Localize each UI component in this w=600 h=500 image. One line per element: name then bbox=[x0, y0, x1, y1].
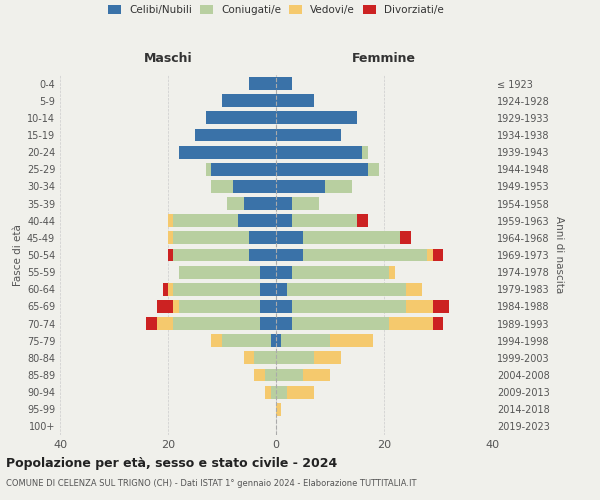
Bar bbox=[276, 180, 325, 193]
Bar bbox=[179, 146, 276, 158]
Bar bbox=[249, 232, 276, 244]
Bar bbox=[276, 403, 281, 415]
Bar bbox=[254, 352, 276, 364]
Bar bbox=[271, 334, 276, 347]
Y-axis label: Anni di nascita: Anni di nascita bbox=[554, 216, 563, 294]
Bar bbox=[179, 300, 260, 313]
Bar bbox=[303, 248, 427, 262]
Bar bbox=[389, 317, 433, 330]
Bar bbox=[292, 197, 319, 210]
Bar bbox=[276, 232, 303, 244]
Bar bbox=[276, 386, 287, 398]
Bar bbox=[276, 163, 368, 175]
Bar bbox=[276, 352, 314, 364]
Bar bbox=[303, 368, 330, 382]
Bar bbox=[276, 317, 292, 330]
Bar bbox=[146, 317, 157, 330]
Bar bbox=[276, 197, 292, 210]
Bar bbox=[276, 248, 303, 262]
Text: Femmine: Femmine bbox=[352, 52, 416, 65]
Bar bbox=[287, 283, 406, 296]
Bar bbox=[211, 163, 276, 175]
Bar bbox=[276, 266, 292, 278]
Bar bbox=[368, 163, 379, 175]
Legend: Celibi/Nubili, Coniugati/e, Vedovi/e, Divorziati/e: Celibi/Nubili, Coniugati/e, Vedovi/e, Di… bbox=[104, 1, 448, 20]
Bar bbox=[357, 214, 368, 227]
Bar bbox=[276, 128, 341, 141]
Bar bbox=[330, 334, 373, 347]
Bar bbox=[254, 368, 265, 382]
Bar bbox=[406, 283, 422, 296]
Bar bbox=[249, 248, 276, 262]
Bar bbox=[173, 214, 238, 227]
Bar bbox=[222, 334, 271, 347]
Bar bbox=[227, 197, 244, 210]
Bar bbox=[325, 180, 352, 193]
Bar bbox=[265, 386, 271, 398]
Bar bbox=[260, 300, 276, 313]
Bar bbox=[276, 368, 303, 382]
Bar bbox=[276, 283, 287, 296]
Bar bbox=[163, 283, 168, 296]
Bar bbox=[281, 334, 330, 347]
Bar bbox=[157, 317, 173, 330]
Bar bbox=[276, 77, 292, 90]
Bar bbox=[292, 214, 357, 227]
Bar bbox=[173, 248, 249, 262]
Bar bbox=[173, 232, 249, 244]
Bar bbox=[173, 317, 260, 330]
Bar bbox=[287, 386, 314, 398]
Bar bbox=[276, 214, 292, 227]
Bar bbox=[389, 266, 395, 278]
Bar bbox=[173, 283, 260, 296]
Bar bbox=[292, 300, 406, 313]
Bar bbox=[433, 300, 449, 313]
Bar bbox=[244, 352, 254, 364]
Text: Popolazione per età, sesso e stato civile - 2024: Popolazione per età, sesso e stato civil… bbox=[6, 458, 337, 470]
Bar bbox=[433, 317, 443, 330]
Bar bbox=[292, 266, 389, 278]
Bar bbox=[244, 197, 276, 210]
Bar bbox=[314, 352, 341, 364]
Bar bbox=[168, 283, 173, 296]
Bar bbox=[168, 214, 173, 227]
Bar bbox=[238, 214, 276, 227]
Text: Maschi: Maschi bbox=[143, 52, 193, 65]
Bar bbox=[276, 146, 362, 158]
Bar bbox=[168, 248, 173, 262]
Text: COMUNE DI CELENZA SUL TRIGNO (CH) - Dati ISTAT 1° gennaio 2024 - Elaborazione TU: COMUNE DI CELENZA SUL TRIGNO (CH) - Dati… bbox=[6, 479, 416, 488]
Bar bbox=[249, 77, 276, 90]
Bar bbox=[222, 94, 276, 107]
Bar bbox=[157, 300, 173, 313]
Bar bbox=[211, 180, 233, 193]
Bar bbox=[260, 266, 276, 278]
Bar bbox=[206, 163, 211, 175]
Bar bbox=[260, 283, 276, 296]
Bar bbox=[276, 300, 292, 313]
Bar bbox=[276, 334, 281, 347]
Bar bbox=[400, 232, 411, 244]
Bar bbox=[168, 232, 173, 244]
Bar bbox=[233, 180, 276, 193]
Bar bbox=[276, 112, 357, 124]
Bar bbox=[427, 248, 433, 262]
Bar bbox=[303, 232, 400, 244]
Bar bbox=[206, 112, 276, 124]
Bar bbox=[292, 317, 389, 330]
Bar bbox=[406, 300, 433, 313]
Bar bbox=[362, 146, 368, 158]
Bar bbox=[433, 248, 443, 262]
Bar bbox=[195, 128, 276, 141]
Bar bbox=[276, 94, 314, 107]
Y-axis label: Fasce di età: Fasce di età bbox=[13, 224, 23, 286]
Bar bbox=[260, 317, 276, 330]
Bar bbox=[211, 334, 222, 347]
Bar bbox=[179, 266, 260, 278]
Bar bbox=[271, 386, 276, 398]
Bar bbox=[265, 368, 276, 382]
Bar bbox=[173, 300, 179, 313]
